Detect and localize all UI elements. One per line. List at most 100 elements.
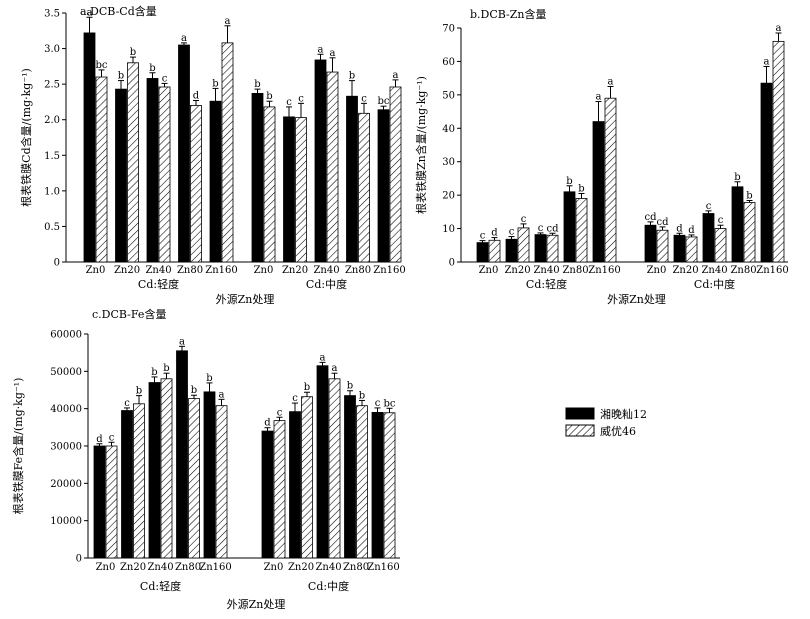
significance-letter: a — [179, 336, 185, 347]
x-tick-label: Zn20 — [504, 265, 530, 276]
chart-title: b.DCB-Zn含量 — [470, 7, 547, 21]
significance-letter: a — [776, 23, 782, 34]
x-tick-label: Zn0 — [479, 265, 499, 276]
y-tick-label: 1.0 — [44, 186, 60, 197]
x-tick-label: Zn80 — [177, 265, 203, 276]
y-tick-label: 50 — [442, 90, 455, 101]
significance-letter: c — [109, 432, 115, 443]
bar-series1 — [731, 186, 744, 263]
significance-letter: a — [318, 44, 324, 55]
group-label: Cd:中度 — [308, 579, 349, 593]
y-tick-label: 20000 — [50, 479, 82, 490]
significance-letter: bc — [95, 60, 107, 71]
x-tick-label: Zn160 — [367, 562, 399, 573]
significance-letter: c — [509, 227, 515, 238]
significance-letter: b — [359, 390, 365, 401]
x-tick-label: Zn40 — [313, 265, 339, 276]
group-label: Cd:中度 — [306, 277, 347, 291]
x-tick-label: Zn20 — [672, 265, 698, 276]
y-tick-label: 50000 — [50, 367, 82, 378]
significance-letter: c — [375, 398, 381, 409]
x-tick-label: Zn160 — [756, 265, 788, 276]
significance-letter: b — [130, 47, 136, 58]
significance-letter: b — [349, 71, 355, 82]
bar-series1 — [203, 391, 216, 559]
significance-letter: a — [87, 7, 93, 18]
bar-series1 — [563, 191, 576, 263]
significance-letter: c — [298, 93, 304, 104]
significance-letter: bc — [383, 398, 395, 409]
x-tick-label: Zn20 — [288, 562, 314, 573]
y-tick-label: 10000 — [50, 516, 82, 527]
bar-series2 — [546, 234, 559, 263]
x-tick-label: Zn160 — [588, 265, 620, 276]
bar-series2 — [326, 71, 339, 263]
significance-letter: b — [212, 78, 218, 89]
y-tick-label: 3.0 — [44, 44, 60, 55]
chart-panel-2: 0 10 20 30 40 50 60 70 b.DCB-Zn含量根表铁膜Zn含量/(mg·kg… — [414, 7, 789, 306]
y-tick-label: 2.5 — [44, 80, 60, 91]
significance-letter: c — [538, 223, 544, 234]
bar-series1 — [592, 121, 605, 263]
x-tick-label: Zn160 — [373, 265, 405, 276]
group-label: Cd:轻度 — [526, 277, 567, 291]
bar-series1 — [377, 109, 390, 263]
bar-series2 — [743, 202, 756, 263]
significance-letter: a — [225, 16, 231, 27]
bar-series2 — [133, 403, 145, 559]
x-tick-label: Zn20 — [114, 265, 140, 276]
significance-letter: cd — [656, 217, 669, 228]
legend-label-series2: 威优46 — [600, 425, 636, 438]
bar-series2 — [358, 112, 370, 263]
bar-series1 — [283, 116, 295, 263]
bar-series2 — [517, 227, 530, 263]
x-tick-label: Zn160 — [199, 562, 231, 573]
significance-letter: a — [219, 389, 225, 400]
y-axis-label: 根表铁膜Fe含量/(mg·kg⁻¹) — [11, 378, 25, 515]
significance-letter: b — [118, 71, 124, 82]
chart-title: a.DCB-Cd含量 — [80, 4, 157, 18]
bar-series2 — [263, 106, 276, 263]
bar-series1 — [93, 445, 106, 559]
bar-series2 — [158, 86, 171, 263]
significance-letter: d — [96, 434, 103, 445]
x-tick-label: Zn40 — [145, 265, 171, 276]
bar-series2 — [295, 117, 307, 263]
x-tick-label: Zn80 — [175, 562, 201, 573]
legend-swatch-hatched — [565, 424, 595, 437]
significance-letter: c — [292, 393, 298, 404]
x-tick-label: Zn160 — [205, 265, 237, 276]
y-tick-label: 70 — [442, 24, 455, 35]
x-tick-label: Zn40 — [533, 265, 559, 276]
x-tick-label: Zn0 — [86, 265, 106, 276]
x-axis-label: 外源Zn处理 — [227, 597, 286, 611]
bar-series2 — [328, 378, 341, 559]
bar-series1 — [115, 88, 127, 263]
bar-series2 — [160, 378, 173, 559]
x-tick-label: Zn0 — [96, 562, 116, 573]
bar-series2 — [221, 42, 234, 263]
bar-series1 — [178, 44, 190, 263]
y-axis-label: 根表铁膜Cd含量/(mg·kg⁻¹) — [19, 68, 33, 207]
x-tick-label: Zn40 — [701, 265, 727, 276]
bar-series2 — [301, 396, 313, 559]
bar-series2 — [95, 76, 108, 263]
significance-letter: a — [330, 48, 336, 59]
y-tick-label: 1.5 — [44, 151, 60, 162]
significance-letter: c — [286, 97, 292, 108]
y-tick-label: 10 — [442, 224, 455, 235]
legend-swatch-solid — [565, 407, 595, 420]
significance-letter: a — [320, 352, 326, 363]
chart-title: c.DCB-Fe含量 — [92, 307, 166, 321]
significance-letter: a — [181, 33, 187, 44]
x-tick-label: Zn0 — [647, 265, 667, 276]
bar-series2 — [383, 412, 396, 559]
bar-series1 — [505, 238, 518, 263]
significance-letter: d — [193, 91, 200, 102]
significance-letter: c — [277, 407, 283, 418]
x-tick-label: Zn80 — [562, 265, 588, 276]
bar-series1 — [316, 365, 329, 559]
y-tick-label: 40 — [442, 124, 455, 135]
x-axis-label: 外源Zn处理 — [216, 292, 275, 306]
